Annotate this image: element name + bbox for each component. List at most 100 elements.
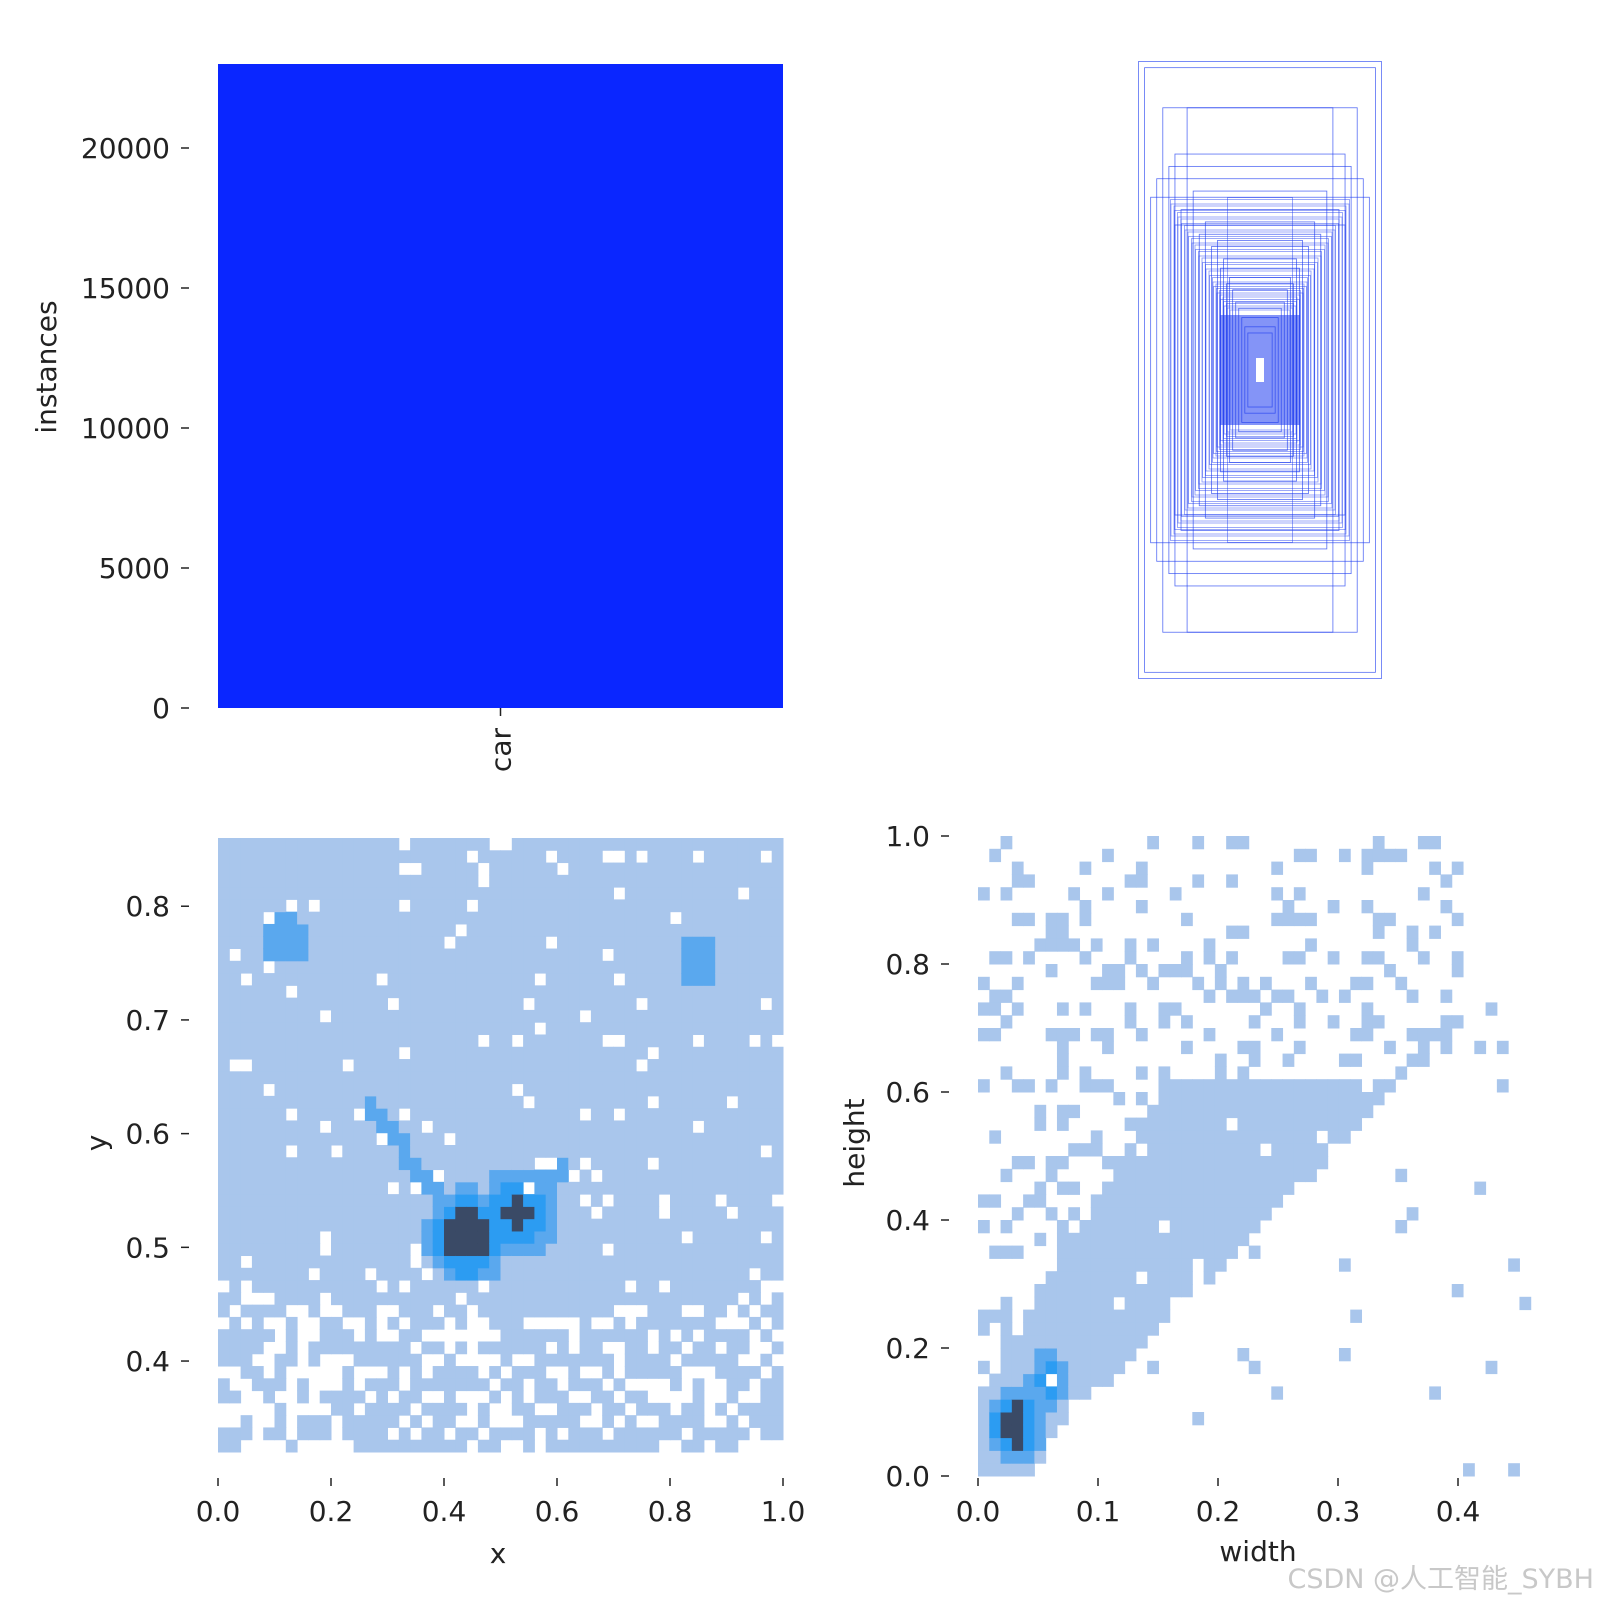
histogram-cell (387, 1415, 400, 1428)
histogram-cell (1056, 1360, 1069, 1375)
histogram-cell (263, 1194, 275, 1207)
histogram-cell (1282, 1156, 1295, 1170)
histogram-cell (1203, 1079, 1216, 1093)
histogram-cell (432, 887, 445, 900)
histogram-cell (568, 911, 581, 925)
histogram-cell (229, 1230, 242, 1244)
histogram-cell (1158, 1207, 1171, 1221)
histogram-cell (658, 1046, 671, 1060)
histogram-cell (1508, 1258, 1520, 1272)
histogram-cell (1147, 1258, 1159, 1272)
histogram-cell (557, 1009, 569, 1023)
histogram-cell (636, 1095, 648, 1109)
histogram-cell (1011, 976, 1024, 991)
histogram-cell (534, 960, 547, 974)
histogram-cell (308, 1206, 321, 1220)
histogram-cell (421, 1427, 434, 1441)
histogram-cell (715, 1132, 727, 1146)
histogram-cell (771, 1316, 784, 1330)
histogram-cell (534, 1415, 547, 1428)
histogram-cell (726, 1341, 739, 1355)
histogram-cell (421, 1194, 434, 1207)
histogram-cell (613, 948, 626, 962)
histogram-cell (534, 850, 547, 864)
histogram-cell (647, 1071, 660, 1085)
histogram-cell (545, 887, 558, 900)
histogram-cell (274, 1243, 287, 1257)
histogram-cell (602, 923, 614, 937)
histogram-cell (1181, 1156, 1193, 1170)
histogram-cell (1113, 1348, 1126, 1362)
histogram-cell (1395, 1168, 1408, 1183)
histogram-cell (251, 1083, 264, 1097)
histogram-cell (760, 887, 773, 900)
histogram-cell (613, 960, 626, 974)
histogram-cell (342, 973, 355, 986)
histogram-cell (263, 1059, 275, 1072)
histogram-cell (455, 1280, 468, 1293)
histogram-cell (613, 1427, 626, 1441)
histogram-cell (432, 1366, 445, 1379)
histogram-cell (647, 1194, 660, 1207)
histogram-cell (658, 1341, 671, 1355)
histogram-cell (421, 887, 434, 900)
xy-histogram-cells (218, 838, 784, 1453)
histogram-cell (1181, 1245, 1193, 1259)
histogram-cell (613, 1267, 626, 1281)
histogram-cell (545, 1108, 558, 1121)
histogram-cell (432, 1378, 445, 1392)
histogram-cell (1079, 1309, 1092, 1323)
histogram-cell (613, 1120, 626, 1134)
histogram-cell (681, 1120, 694, 1134)
histogram-cell (455, 1046, 468, 1060)
histogram-cell (1124, 951, 1137, 965)
histogram-cell (466, 862, 479, 876)
histogram-cell (319, 1267, 332, 1281)
histogram-cell (590, 1353, 603, 1367)
histogram-cell (263, 1378, 275, 1392)
histogram-cell (1000, 1386, 1013, 1400)
histogram-cell (331, 1218, 343, 1232)
histogram-cell (658, 1292, 671, 1306)
histogram-cell (297, 899, 309, 913)
histogram-cell (624, 1390, 637, 1404)
histogram-cell (444, 1390, 456, 1404)
histogram-cell (613, 862, 626, 876)
histogram-cell (590, 1243, 603, 1257)
histogram-cell (658, 1415, 671, 1428)
histogram-cell (1124, 1296, 1137, 1311)
histogram-cell (989, 1386, 1002, 1400)
histogram-cell (1214, 1066, 1227, 1080)
histogram-cell (1079, 1258, 1092, 1272)
histogram-cell (1011, 1386, 1024, 1400)
histogram-cell (658, 887, 671, 900)
histogram-cell (636, 1341, 648, 1355)
histogram-cell (579, 1341, 592, 1355)
histogram-cell (1090, 1258, 1103, 1272)
histogram-cell (477, 1304, 490, 1318)
histogram-cell (421, 936, 434, 950)
histogram-cell (218, 1267, 230, 1281)
histogram-cell (636, 887, 648, 900)
histogram-cell (989, 1450, 1002, 1464)
histogram-cell (523, 1230, 535, 1244)
bounding-box (1201, 257, 1319, 483)
histogram-cell (737, 1132, 750, 1146)
histogram-cell (771, 1402, 784, 1416)
histogram-cell (421, 1083, 434, 1097)
histogram-cell (432, 899, 445, 913)
histogram-cell (364, 874, 377, 888)
histogram-cell (297, 862, 309, 876)
histogram-cell (1429, 1028, 1441, 1042)
histogram-cell (1496, 1040, 1509, 1055)
histogram-cell (602, 1157, 614, 1171)
histogram-cell (613, 1378, 626, 1392)
histogram-cell (331, 1243, 343, 1257)
histogram-cell (1485, 1360, 1498, 1375)
histogram-cell (410, 1169, 422, 1183)
histogram-cell (557, 1255, 569, 1269)
histogram-cell (331, 1059, 343, 1072)
histogram-cell (398, 1181, 411, 1195)
histogram-cell (545, 911, 558, 925)
histogram-cell (218, 1439, 230, 1453)
